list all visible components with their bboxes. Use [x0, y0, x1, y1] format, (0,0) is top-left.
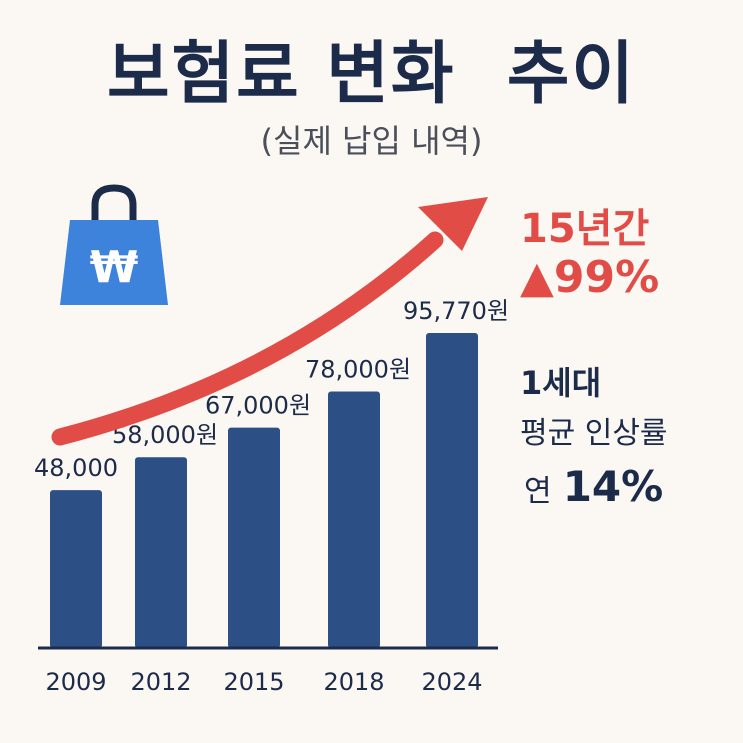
- chart-subtitle: (실제 납입 내역): [260, 122, 483, 160]
- annual-prefix: 연: [524, 474, 552, 509]
- bar-2012: [135, 457, 187, 648]
- svg-text:₩: ₩: [90, 242, 139, 293]
- avg-rate-label: 평균 인상률: [520, 416, 668, 451]
- bar-2015: [228, 427, 280, 648]
- data-label-2009: 48,000: [34, 454, 118, 482]
- annual-rate-value: 14%: [562, 462, 664, 511]
- growth-arrow-shaft: [51, 231, 444, 446]
- chart-title: 보험료 변화 추이: [107, 35, 636, 114]
- x-tick-2024: 2024: [421, 668, 482, 696]
- increase-percent: ▲99%: [520, 252, 660, 303]
- growth-arrow-head: [418, 197, 488, 251]
- bar-2018: [328, 391, 380, 648]
- won-shopping-bag-icon: ₩: [60, 184, 168, 305]
- x-tick-2009: 2009: [45, 668, 106, 696]
- x-tick-2012: 2012: [130, 668, 191, 696]
- data-label-2018: 78,000원: [305, 355, 411, 383]
- data-label-2012: 58,000원: [112, 421, 218, 449]
- bar-2009: [50, 490, 102, 648]
- x-tick-2015: 2015: [223, 668, 284, 696]
- annual-rate-line: 연 14%: [524, 462, 663, 511]
- bar-2024: [426, 333, 478, 648]
- generation-label: 1세대: [520, 364, 602, 402]
- data-label-2015: 67,000원: [205, 392, 311, 420]
- data-label-2024: 95,770원: [403, 297, 509, 325]
- x-tick-2018: 2018: [323, 668, 384, 696]
- period-label: 15년간: [520, 206, 650, 252]
